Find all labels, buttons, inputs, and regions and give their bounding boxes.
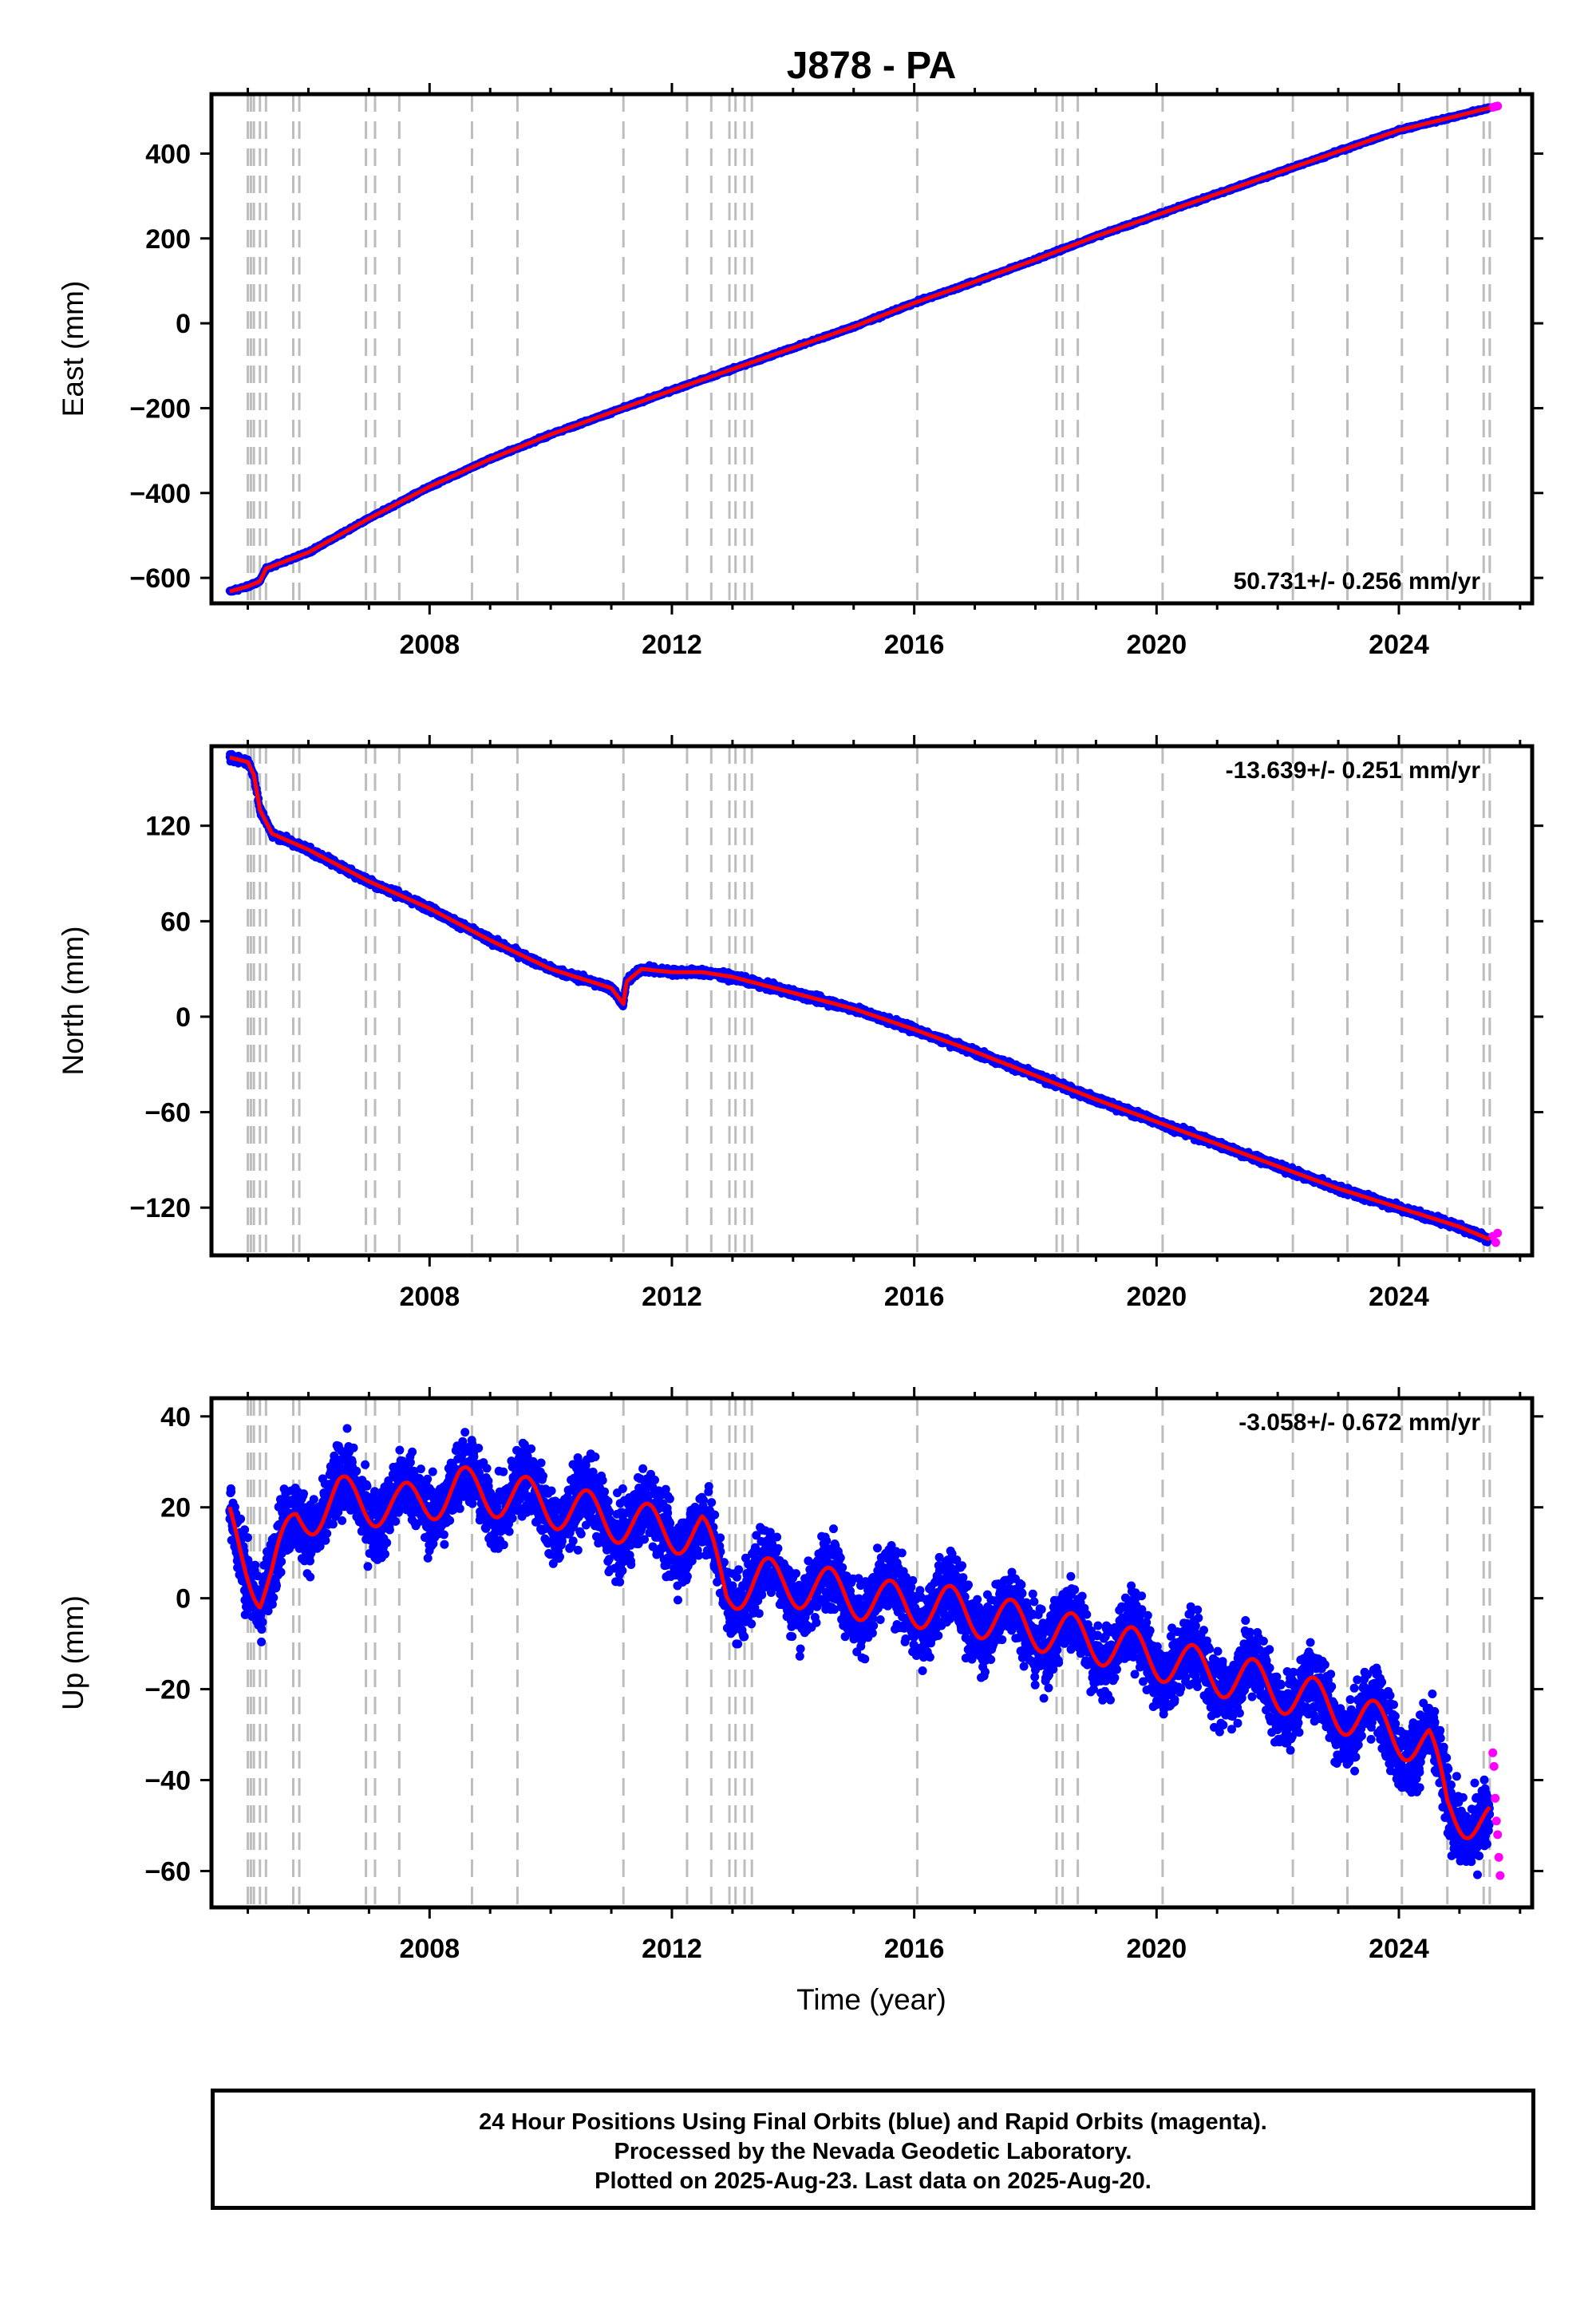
- east-data-points: [225, 101, 1503, 596]
- chart-title: J878 - PA: [787, 45, 957, 87]
- east-offset-lines: [247, 94, 1491, 603]
